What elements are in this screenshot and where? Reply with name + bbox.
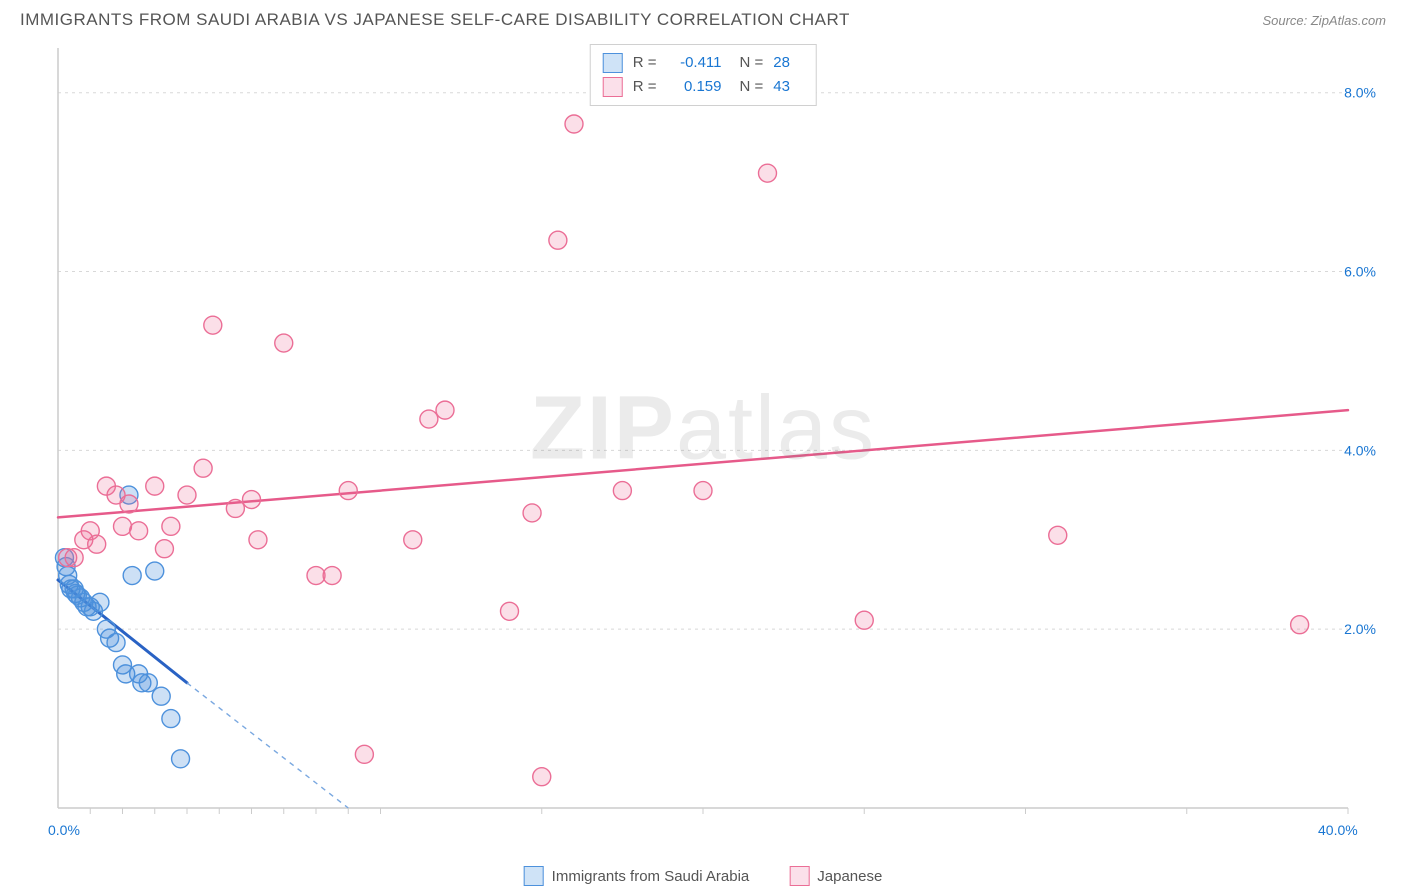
r-value: 0.159 [667, 75, 722, 99]
series-legend: Immigrants from Saudi Arabia Japanese [524, 866, 883, 886]
swatch-icon [789, 866, 809, 886]
svg-text:8.0%: 8.0% [1344, 85, 1376, 101]
corr-row-saudi: R = -0.411 N = 28 [603, 51, 804, 75]
r-value: -0.411 [667, 51, 722, 75]
legend-item: Immigrants from Saudi Arabia [524, 866, 750, 886]
chart-title: IMMIGRANTS FROM SAUDI ARABIA VS JAPANESE… [20, 10, 850, 30]
swatch-icon [524, 866, 544, 886]
swatch-icon [603, 77, 623, 97]
chart-container: Self-Care Disability 2.0%4.0%6.0%8.0% ZI… [0, 38, 1406, 888]
scatter-plot: 2.0% 4.0% 6.0% 8.0% [48, 38, 1388, 848]
source-label: Source: ZipAtlas.com [1262, 13, 1386, 28]
x-axis-max: 40.0% [1318, 822, 1358, 838]
n-label: N = [740, 75, 764, 99]
legend-item: Japanese [789, 866, 882, 886]
svg-text:2.0%: 2.0% [1344, 621, 1376, 637]
svg-text:6.0%: 6.0% [1344, 264, 1376, 280]
legend-label: Immigrants from Saudi Arabia [552, 868, 750, 885]
n-value: 43 [773, 75, 803, 99]
svg-text:4.0%: 4.0% [1344, 442, 1376, 458]
legend-label: Japanese [817, 868, 882, 885]
header: IMMIGRANTS FROM SAUDI ARABIA VS JAPANESE… [0, 0, 1406, 38]
correlation-legend: R = -0.411 N = 28 R = 0.159 N = 43 [590, 44, 817, 106]
n-value: 28 [773, 51, 803, 75]
corr-row-japanese: R = 0.159 N = 43 [603, 75, 804, 99]
r-label: R = [633, 51, 657, 75]
x-axis-min: 0.0% [48, 822, 80, 838]
r-label: R = [633, 75, 657, 99]
swatch-icon [603, 53, 623, 73]
n-label: N = [740, 51, 764, 75]
